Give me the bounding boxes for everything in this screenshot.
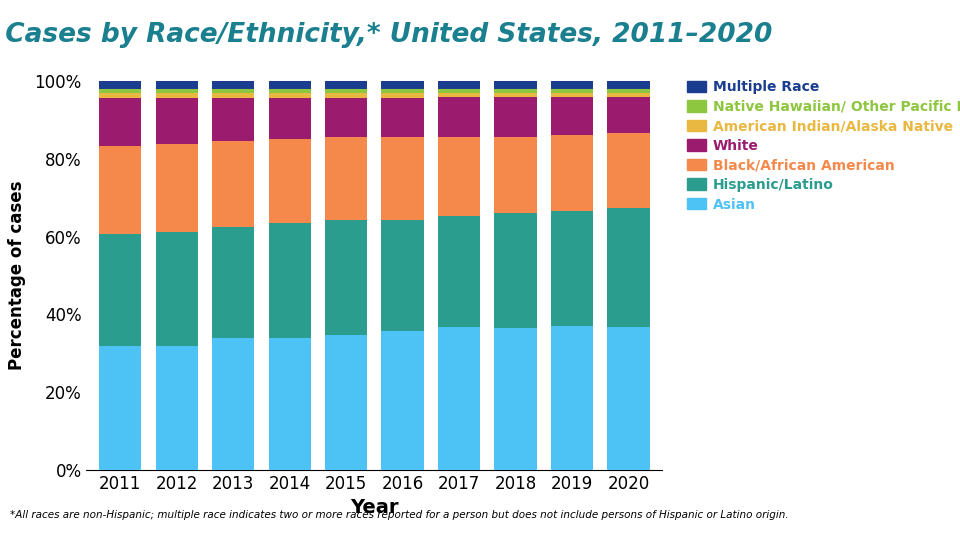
Bar (381, 93, 423, 98)
Bar (381, 98, 423, 137)
Bar (494, 137, 537, 213)
Bar (269, 89, 311, 93)
Bar (381, 89, 423, 93)
Bar (325, 89, 368, 93)
Bar (212, 339, 254, 470)
Bar (494, 89, 537, 93)
Bar (551, 92, 593, 97)
Bar (494, 97, 537, 137)
Bar (212, 81, 254, 89)
Bar (551, 81, 593, 89)
Bar (608, 327, 650, 470)
Bar (99, 234, 141, 346)
Bar (494, 328, 537, 470)
Bar (99, 89, 141, 93)
Bar (325, 93, 368, 98)
Bar (269, 98, 311, 139)
Text: *All races are non-Hispanic; multiple race indicates two or more races reported : *All races are non-Hispanic; multiple ra… (10, 510, 788, 521)
Bar (269, 139, 311, 223)
Bar (494, 213, 537, 328)
Bar (269, 339, 311, 470)
Bar (156, 93, 198, 98)
Bar (99, 93, 141, 98)
Bar (99, 146, 141, 234)
Bar (325, 335, 368, 470)
Bar (608, 208, 650, 327)
Bar (551, 135, 593, 211)
Bar (99, 81, 141, 89)
Bar (212, 98, 254, 141)
Bar (156, 81, 198, 89)
Bar (325, 81, 368, 89)
Bar (212, 227, 254, 339)
Bar (212, 93, 254, 98)
Bar (212, 141, 254, 227)
Text: TB Cases by Race/Ethnicity,* United States, 2011–2020: TB Cases by Race/Ethnicity,* United Stat… (0, 22, 772, 48)
Bar (608, 97, 650, 133)
Bar (156, 89, 198, 93)
Bar (438, 327, 480, 470)
Bar (156, 232, 198, 346)
Bar (551, 97, 593, 135)
Bar (438, 97, 480, 137)
Bar (608, 93, 650, 97)
Bar (325, 137, 368, 220)
Bar (381, 137, 423, 220)
Bar (494, 93, 537, 97)
X-axis label: Year: Year (350, 498, 398, 517)
Bar (551, 89, 593, 92)
Bar (438, 81, 480, 89)
Bar (269, 223, 311, 339)
Bar (494, 81, 537, 89)
Bar (551, 211, 593, 326)
Bar (438, 137, 480, 216)
Bar (325, 98, 368, 137)
Bar (608, 81, 650, 89)
Bar (212, 89, 254, 93)
Legend: Multiple Race, Native Hawaiian/ Other Pacific Islander, American Indian/Alaska N: Multiple Race, Native Hawaiian/ Other Pa… (686, 80, 960, 212)
Y-axis label: Percentage of cases: Percentage of cases (8, 181, 26, 370)
Bar (99, 98, 141, 146)
Bar (381, 331, 423, 470)
Bar (156, 346, 198, 470)
Bar (438, 89, 480, 93)
Bar (269, 93, 311, 98)
Bar (156, 98, 198, 144)
Bar (325, 220, 368, 335)
Bar (608, 133, 650, 208)
Bar (438, 93, 480, 97)
Bar (99, 346, 141, 470)
Bar (381, 220, 423, 331)
Bar (608, 89, 650, 93)
Bar (269, 81, 311, 89)
Bar (156, 144, 198, 232)
Bar (438, 216, 480, 327)
Bar (551, 326, 593, 470)
Bar (381, 81, 423, 89)
